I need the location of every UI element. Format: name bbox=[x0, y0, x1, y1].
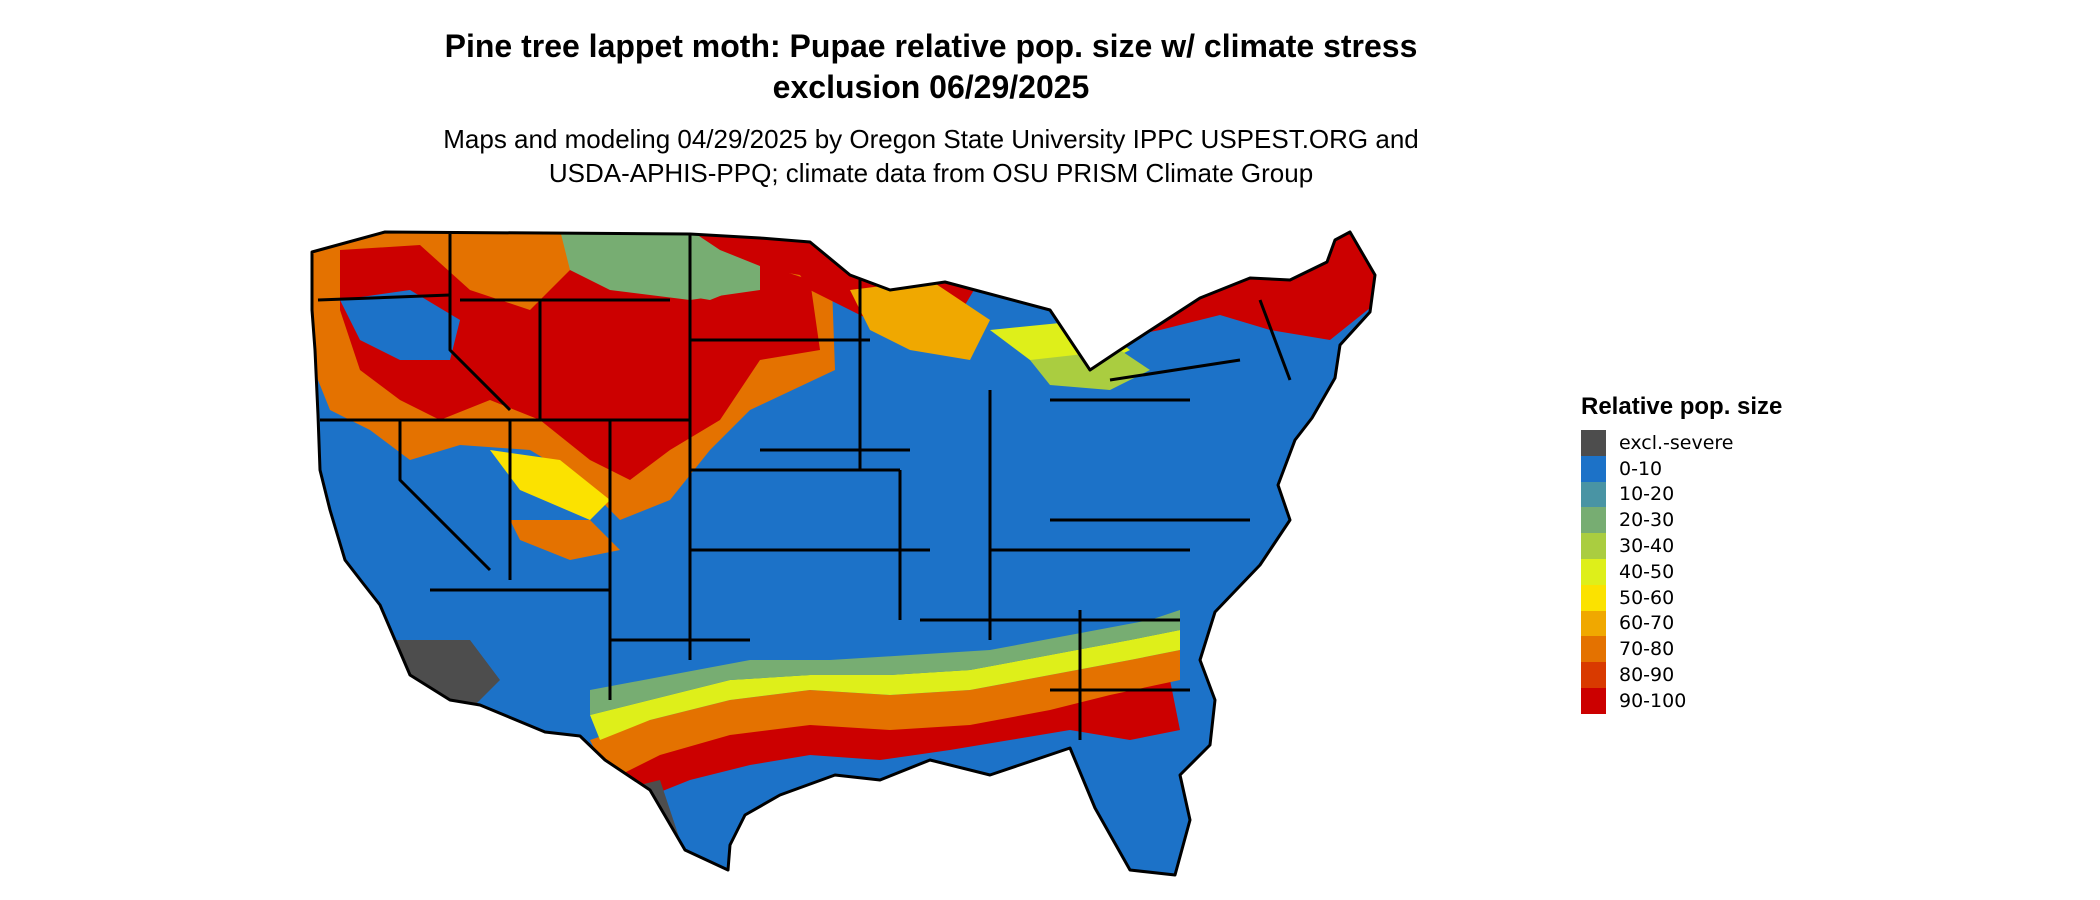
legend-title: Relative pop. size bbox=[1581, 393, 1783, 420]
region-gulf-orange bbox=[590, 650, 1180, 780]
legend-swatch bbox=[1581, 481, 1606, 508]
legend-item: 50-60 bbox=[1581, 584, 1782, 611]
legend-label: 0-10 bbox=[1619, 457, 1663, 480]
legend-item: 10-20 bbox=[1581, 481, 1782, 508]
legend-item: 70-80 bbox=[1581, 636, 1782, 663]
legend-label: 20-30 bbox=[1619, 509, 1675, 532]
border-ca-nv bbox=[398, 420, 492, 572]
legend-item: 20-30 bbox=[1581, 507, 1782, 534]
border-id-mt bbox=[448, 234, 512, 412]
region-colorado-yellow bbox=[490, 450, 610, 520]
legend-swatch bbox=[1581, 662, 1606, 688]
legend-item: 0-10 bbox=[1581, 455, 1782, 482]
legend-swatch bbox=[1581, 430, 1606, 456]
legend-label: 90-100 bbox=[1619, 689, 1687, 712]
region-arizona-mts bbox=[510, 520, 620, 560]
legend-swatch bbox=[1581, 455, 1606, 482]
border-wa-or bbox=[317, 293, 451, 302]
region-michigan-orange bbox=[850, 280, 990, 360]
legend-label: 40-50 bbox=[1619, 560, 1675, 583]
legend-items: excl.-severe 0-10 10-20 20-30 30-40 40-50 50-6… bbox=[1581, 430, 1782, 714]
map-subtitle-line-1: Maps and modeling 04/29/2025 by Oregon S… bbox=[443, 124, 1419, 154]
legend-swatch bbox=[1581, 558, 1606, 585]
legend-item: 80-90 bbox=[1581, 662, 1782, 688]
legend-label: 70-80 bbox=[1619, 638, 1675, 661]
legend-item: 90-100 bbox=[1581, 687, 1782, 714]
map-subtitle: Maps and modeling 04/29/2025 by Oregon S… bbox=[0, 122, 1862, 190]
state-borders bbox=[310, 230, 1377, 877]
map-title: Pine tree lappet moth: Pupae relative po… bbox=[0, 26, 1862, 108]
map-title-line-1: Pine tree lappet moth: Pupae relative po… bbox=[444, 28, 1418, 64]
region-north-dakota-green bbox=[560, 232, 760, 300]
legend-swatch bbox=[1581, 584, 1606, 611]
us-population-map bbox=[310, 230, 1377, 877]
legend-item: 60-70 bbox=[1581, 610, 1782, 637]
legend-label: 60-70 bbox=[1619, 612, 1675, 635]
legend-label: 80-90 bbox=[1619, 664, 1675, 687]
legend-swatch bbox=[1581, 507, 1606, 534]
legend-item: 30-40 bbox=[1581, 533, 1782, 559]
legend-label: 30-40 bbox=[1619, 535, 1675, 558]
region-gulf-green bbox=[590, 610, 1180, 715]
legend-swatch bbox=[1581, 687, 1606, 714]
legend: Relative pop. size excl.-severe 0-10 10-20… bbox=[1581, 392, 1782, 714]
legend-label: 50-60 bbox=[1619, 586, 1675, 609]
region-gulf-yellow bbox=[590, 630, 1180, 740]
legend-item: 40-50 bbox=[1581, 558, 1782, 585]
legend-item: excl.-severe bbox=[1581, 430, 1782, 456]
legend-swatch bbox=[1581, 533, 1606, 559]
border-new-england bbox=[1258, 299, 1292, 381]
legend-swatch bbox=[1581, 636, 1606, 663]
region-northwest-blue bbox=[340, 290, 460, 360]
map-title-line-2: exclusion 06/29/2025 bbox=[772, 69, 1090, 105]
legend-label: 10-20 bbox=[1619, 483, 1675, 506]
legend-swatch bbox=[1581, 610, 1606, 637]
border-pa-ny bbox=[1109, 358, 1241, 382]
legend-label: excl.-severe bbox=[1619, 431, 1734, 454]
map-subtitle-line-2: USDA-APHIS-PPQ; climate data from OSU PR… bbox=[548, 158, 1314, 188]
us-outline bbox=[310, 230, 1377, 877]
